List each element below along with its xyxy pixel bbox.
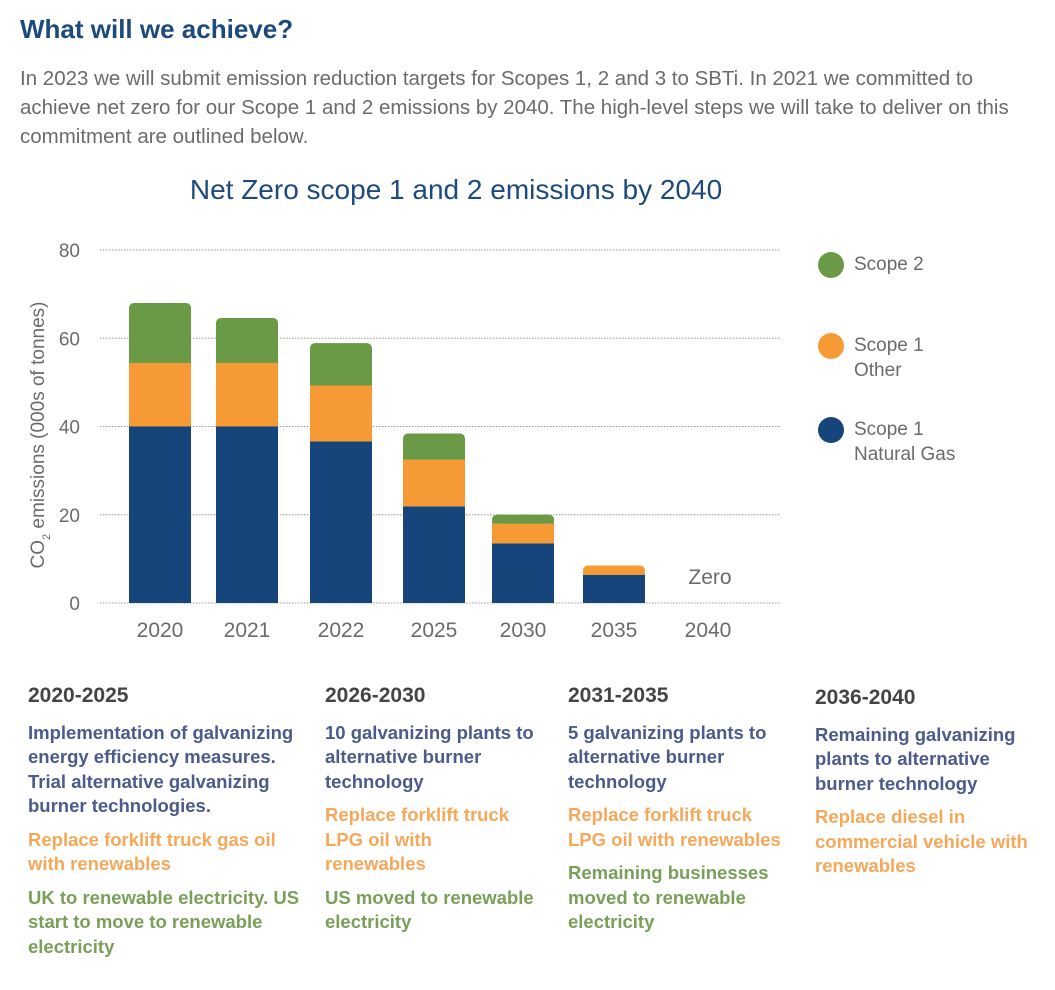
legend-label: Scope 1	[854, 419, 924, 440]
bar-segment-fill	[216, 323, 278, 363]
timeline-column-2031-2035: 2031-2035 5 galvanizing plants to altern…	[568, 684, 788, 944]
y-axis-label: CO2 emissions (000s of tonnes)	[28, 302, 53, 569]
x-tick-label: 2022	[318, 619, 365, 642]
bar-segment-2030-scope-1-other	[492, 523, 554, 544]
column-scope1-other-text: Replace forklift truck LPG oil with rene…	[325, 804, 510, 874]
column-scope1-other-text: Replace forklift truck gas oil with rene…	[28, 828, 276, 875]
column-scope1-other-text: Replace forklift truck LPG oil with rene…	[568, 804, 781, 850]
y-tick-label: 60	[59, 329, 80, 350]
bar-segment-fill	[310, 349, 372, 386]
bar-segment-2022-scope-1-natural-gas	[310, 441, 372, 603]
legend-swatch	[818, 417, 844, 443]
legend-item-scope-1-natural-gas: Scope 1 Natural Gas	[818, 417, 955, 467]
x-tick-label: 2040	[685, 619, 732, 642]
intro-text: In 2023 we will submit emission reductio…	[20, 67, 1009, 148]
page-heading: What will we achieve?	[20, 14, 294, 44]
column-scope2-text: UK to renewable electricity. US start to…	[28, 886, 300, 957]
bar-segment-2025-scope-1-natural-gas	[403, 506, 465, 603]
column-period: 2026-2030	[325, 684, 426, 707]
x-tick-label: 2021	[224, 619, 271, 642]
bar-segment-2021-scope-1-natural-gas	[216, 426, 278, 603]
legend-item-scope-1-other: Scope 1 Other	[818, 333, 924, 383]
column-burner-text: 10 galvanizing plants to alternative bur…	[325, 721, 534, 792]
y-tick-label: 20	[59, 506, 80, 527]
legend-label: Scope 2	[854, 254, 924, 275]
stacked-bar-chart: CO2 emissions (000s of tonnes) 020406080…	[28, 241, 780, 642]
timeline-column-2036-2040: 2036-2040 Remaining galvanizing plants t…	[815, 686, 1040, 888]
bar-segment-fill	[129, 308, 191, 363]
timeline-column-2020-2025: 2020-2025 Implementation of galvanizing …	[28, 684, 303, 968]
legend-swatch	[818, 333, 844, 359]
chart-title: Net Zero scope 1 and 2 emissions by 2040	[189, 174, 723, 205]
bar-segment-2021-scope-1-other	[216, 362, 278, 427]
column-period: 2020-2025	[28, 684, 129, 707]
column-scope1-other-text: Replace diesel in commercial vehicle wit…	[815, 806, 1028, 876]
y-tick-label: 0	[69, 594, 80, 615]
legend-label-line2: Natural Gas	[854, 444, 956, 465]
column-period: 2031-2035	[568, 684, 669, 707]
bar-segment-2030-scope-1-natural-gas	[492, 543, 554, 603]
zero-annotation: Zero	[688, 566, 731, 589]
x-tick-label: 2020	[137, 619, 184, 642]
legend-item-scope-2: Scope 2	[818, 252, 924, 278]
column-burner-text: Implementation of galvanizing energy eff…	[28, 721, 294, 817]
column-burner-text: Remaining galvanizing plants to alternat…	[815, 723, 1016, 794]
legend-swatch	[818, 252, 844, 278]
y-tick-label: 40	[59, 418, 80, 439]
column-scope2-text: Remaining businesses moved to renewable …	[568, 862, 769, 932]
bar-segment-fill	[583, 571, 645, 575]
column-period: 2036-2040	[815, 686, 916, 709]
column-scope2-text: US moved to renewable electricity	[325, 886, 534, 933]
bar-segment-2025-scope-1-other	[403, 459, 465, 507]
x-tick-label: 2035	[591, 619, 638, 642]
bar-segment-2022-scope-1-other	[310, 385, 372, 442]
bar-segment-2020-scope-1-other	[129, 362, 191, 427]
timeline-column-2026-2030: 2026-2030 10 galvanizing plants to alter…	[325, 684, 535, 944]
column-burner-text: 5 galvanizing plants to alternative burn…	[568, 721, 767, 792]
legend-label: Scope 1	[854, 335, 924, 356]
x-tick-label: 2030	[500, 619, 547, 642]
bar-segment-2035-scope-1-natural-gas	[583, 574, 645, 603]
bar-segment-fill	[492, 520, 554, 524]
legend-label-line2: Other	[854, 360, 902, 381]
bar-segment-fill	[403, 439, 465, 460]
x-tick-label: 2025	[411, 619, 458, 642]
y-tick-label: 80	[59, 241, 80, 262]
bar-segment-2020-scope-1-natural-gas	[129, 426, 191, 603]
